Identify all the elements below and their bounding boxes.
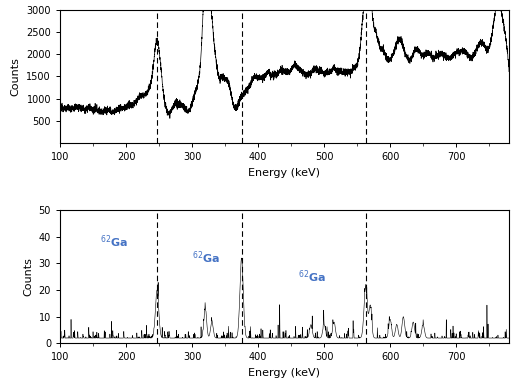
X-axis label: Energy (keV): Energy (keV) bbox=[248, 168, 321, 178]
Y-axis label: Counts: Counts bbox=[10, 57, 21, 96]
Text: $^{62}$Ga: $^{62}$Ga bbox=[192, 249, 220, 266]
Y-axis label: Counts: Counts bbox=[23, 257, 33, 296]
X-axis label: Energy (keV): Energy (keV) bbox=[248, 368, 321, 378]
Text: $^{62}$Ga: $^{62}$Ga bbox=[298, 268, 326, 285]
Text: $^{62}$Ga: $^{62}$Ga bbox=[100, 234, 128, 250]
